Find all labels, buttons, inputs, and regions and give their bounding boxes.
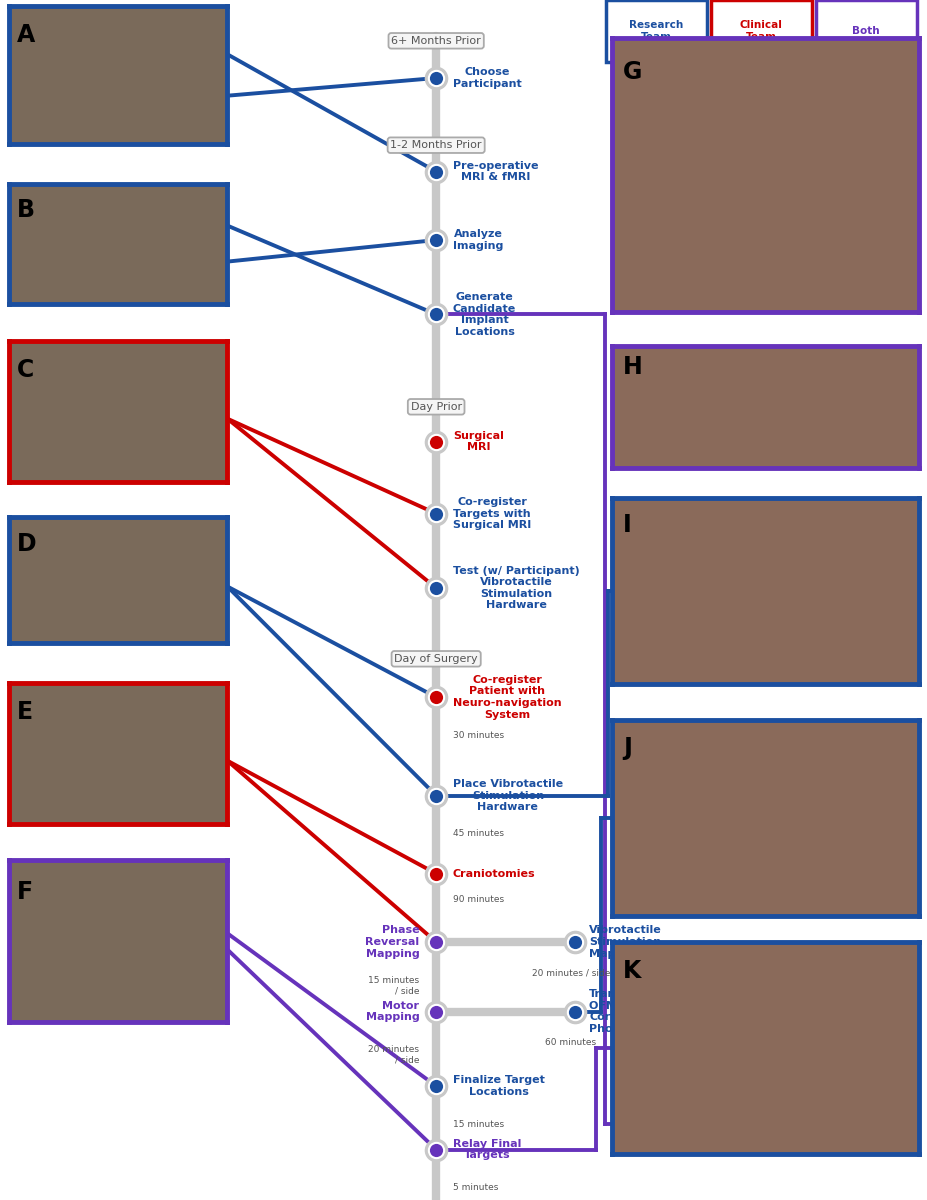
- Text: Relay Final
Targets: Relay Final Targets: [452, 1139, 521, 1160]
- Text: Analyze
Imaging: Analyze Imaging: [452, 229, 502, 251]
- Text: G: G: [623, 60, 641, 84]
- Text: Finalize Target
Locations: Finalize Target Locations: [452, 1075, 544, 1097]
- Text: B: B: [17, 198, 35, 222]
- Text: Day of Surgery: Day of Surgery: [394, 654, 477, 664]
- Text: 15 minutes
/ side: 15 minutes / side: [368, 976, 419, 995]
- FancyBboxPatch shape: [605, 0, 706, 62]
- Text: D: D: [17, 533, 36, 557]
- Text: Choose
Participant: Choose Participant: [452, 67, 521, 89]
- Text: Transfer
OFM to
Cortical
Photo: Transfer OFM to Cortical Photo: [589, 989, 641, 1034]
- Text: I: I: [623, 512, 631, 536]
- Text: E: E: [17, 700, 33, 724]
- FancyBboxPatch shape: [710, 0, 811, 62]
- Text: Research
Team: Research Team: [629, 20, 683, 42]
- Text: A: A: [17, 23, 35, 47]
- Text: Phase
Reversal
Mapping: Phase Reversal Mapping: [365, 925, 419, 959]
- Text: 20 minutes
/ side: 20 minutes / side: [368, 1045, 419, 1064]
- Text: F: F: [17, 880, 33, 904]
- Text: Co-register
Patient with
Neuro-navigation
System: Co-register Patient with Neuro-navigatio…: [452, 674, 561, 720]
- Text: Place Vibrotactile
Stimulation
Hardware: Place Vibrotactile Stimulation Hardware: [452, 779, 563, 812]
- Text: 6+ Months Prior: 6+ Months Prior: [391, 36, 480, 46]
- Text: 90 minutes: 90 minutes: [452, 895, 503, 905]
- Text: Both: Both: [852, 26, 879, 36]
- Text: Co-register
Targets with
Surgical MRI: Co-register Targets with Surgical MRI: [452, 497, 530, 530]
- Text: C: C: [17, 358, 34, 382]
- Text: Pre-operative
MRI & fMRI: Pre-operative MRI & fMRI: [452, 161, 538, 182]
- Text: 45 minutes: 45 minutes: [452, 829, 503, 838]
- Text: Generate
Candidate
Implant
Locations: Generate Candidate Implant Locations: [452, 292, 515, 337]
- Text: Clinical
Team: Clinical Team: [739, 20, 782, 42]
- Text: 15 minutes: 15 minutes: [452, 1120, 503, 1128]
- Text: Test (w/ Participant)
Vibrotactile
Stimulation
Hardware: Test (w/ Participant) Vibrotactile Stimu…: [452, 565, 579, 611]
- Text: 5 minutes: 5 minutes: [452, 1183, 498, 1193]
- Text: 20 minutes / side: 20 minutes / side: [531, 968, 609, 977]
- Text: Surgical
MRI: Surgical MRI: [452, 431, 503, 452]
- Text: Craniotomies: Craniotomies: [452, 869, 535, 878]
- Text: H: H: [623, 355, 642, 379]
- Text: Motor
Mapping: Motor Mapping: [365, 1001, 419, 1022]
- Text: Vibrotactile
Stimulation
Mapping: Vibrotactile Stimulation Mapping: [589, 925, 661, 959]
- Text: 30 minutes: 30 minutes: [452, 731, 503, 739]
- Text: 1-2 Months Prior: 1-2 Months Prior: [390, 140, 481, 150]
- Text: J: J: [623, 736, 631, 760]
- Text: K: K: [623, 959, 641, 983]
- FancyBboxPatch shape: [815, 0, 916, 62]
- Text: Day Prior: Day Prior: [410, 402, 462, 412]
- Text: 60 minutes: 60 minutes: [544, 1038, 596, 1046]
